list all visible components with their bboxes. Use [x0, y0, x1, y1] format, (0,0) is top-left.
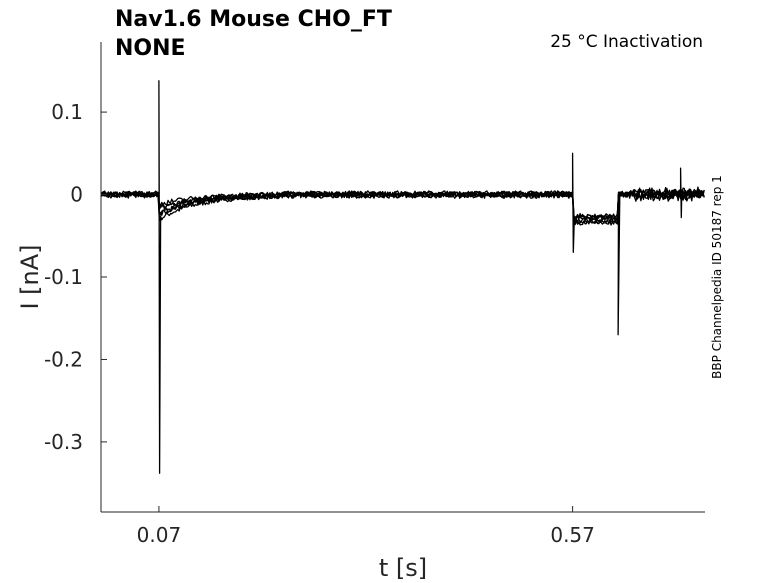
current-trace [100, 187, 705, 222]
y-axis-label: I [nA] [16, 244, 44, 309]
y-tick-label: -0.1 [44, 265, 83, 289]
dataset-id-note: BBP Channelpedia ID 50187 rep 1 [710, 175, 724, 379]
y-tick-label: -0.3 [44, 430, 83, 454]
x-axis-label: t [s] [379, 554, 427, 582]
plot-area: 0.07 0.57 0.1 0 -0.1 -0.2 -0.3 [44, 42, 705, 547]
y-tick-group: 0.1 0 -0.1 -0.2 -0.3 [44, 100, 107, 454]
y-tick-label: 0.1 [51, 100, 83, 124]
y-tick-label: -0.2 [44, 347, 83, 371]
x-tick-label: 0.07 [137, 523, 182, 547]
trace-group [100, 80, 705, 474]
x-tick-label: 0.57 [550, 523, 595, 547]
x-tick-group: 0.07 0.57 [137, 506, 595, 547]
chart-title: Nav1.6 Mouse CHO_FT [115, 7, 392, 32]
condition-label: 25 °C Inactivation [550, 32, 703, 52]
chart-subtitle: NONE [115, 36, 186, 61]
y-tick-label: 0 [70, 183, 83, 207]
